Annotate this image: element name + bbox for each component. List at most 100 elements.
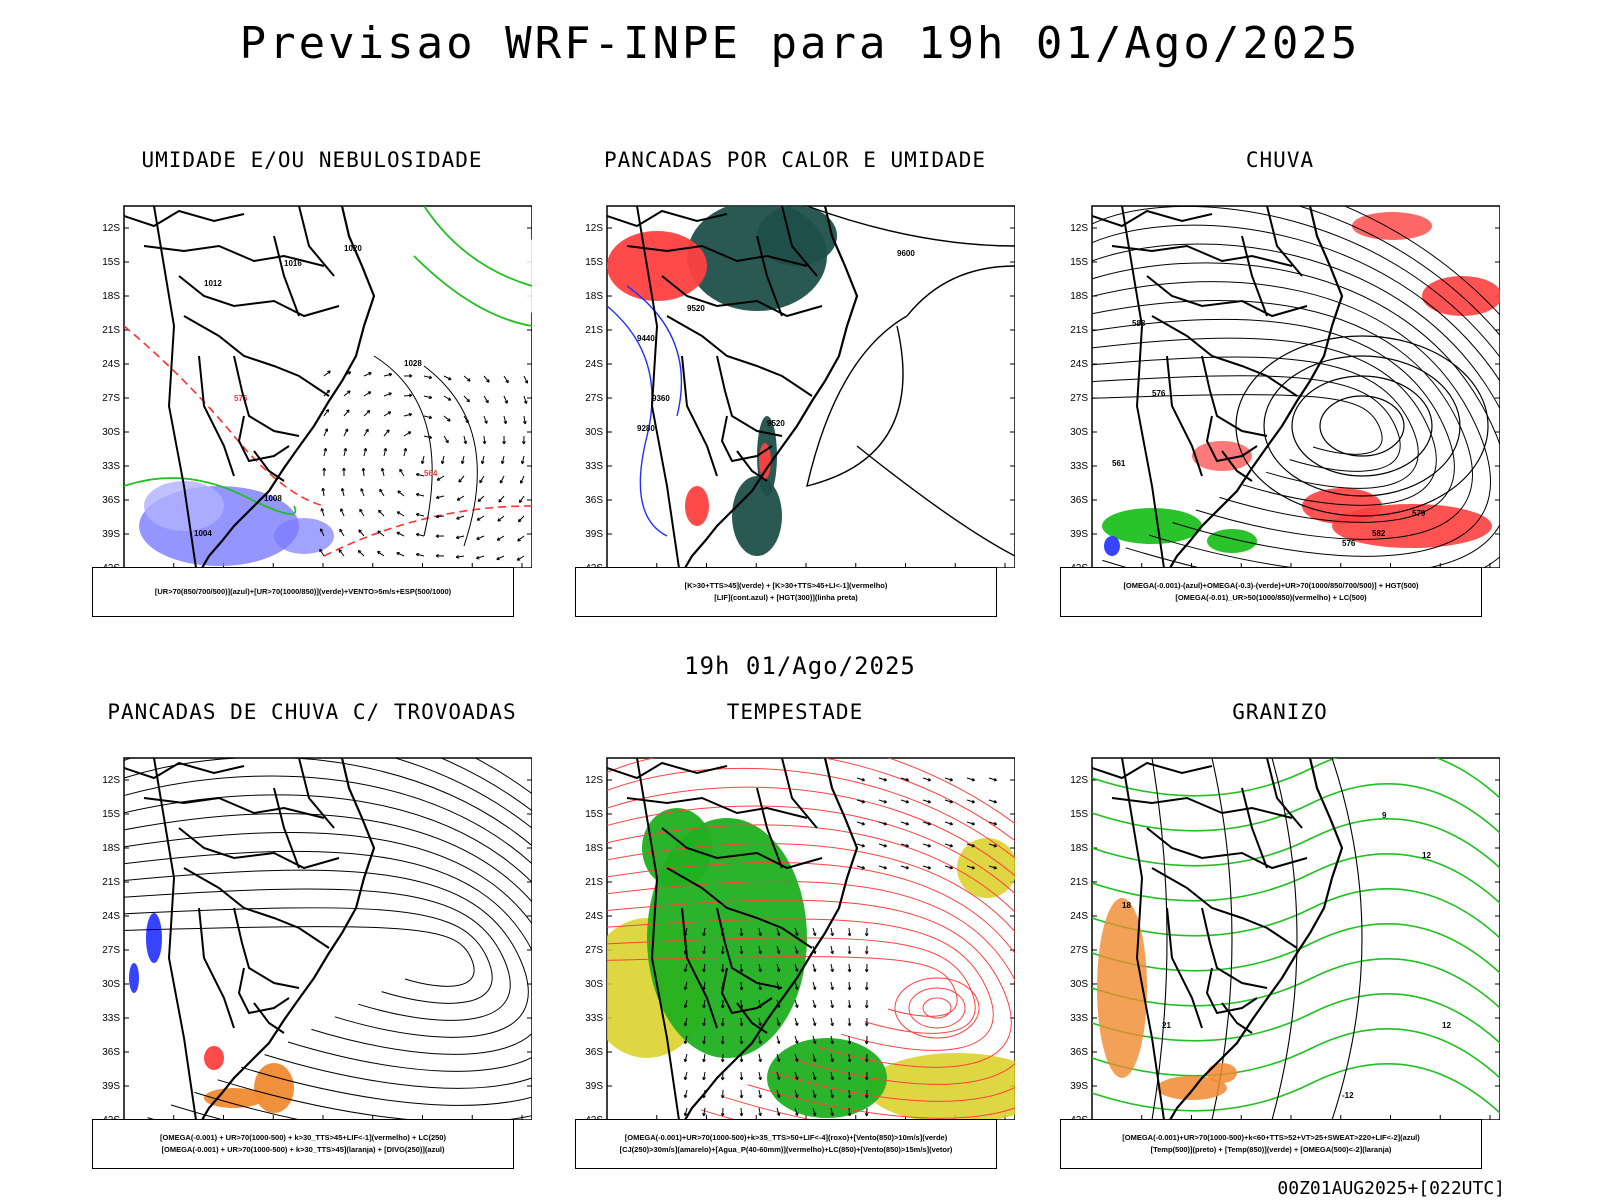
wind-vector [436,475,445,481]
map-chuva: 588 576 561 582 579 576 12S 15S 18S 21S 24S 27S 30S 3… [1070,205,1500,568]
panel-pancadas-trovoadas: PANCADAS DE CHUVA C/ TROVOADAS 12S 15S 18S… [92,700,532,1195]
wind-vector [423,375,432,379]
wind-vector [900,843,909,847]
wind-vector [377,530,385,537]
wind-vector [966,865,975,869]
state-border [273,787,300,869]
wind-vector [399,468,405,477]
state-border [607,761,728,780]
state-border [124,209,245,228]
streamline [124,926,475,987]
map-tempestade: 12S15S18S21S24S27S30S33S36S39S42S70W65W6… [585,757,1015,1120]
pressure-contour [1319,395,1405,457]
wind-vector [423,395,432,399]
state-border [183,315,330,397]
contour-line [1092,853,1500,904]
wind-vector [684,999,688,1008]
wind-vector [878,777,887,781]
wind-vector [758,1089,762,1098]
wind-vector [363,391,372,397]
state-border [1266,206,1303,277]
shaded-area [254,1063,294,1113]
contour-label: 9600 [897,249,915,258]
wind-vector [416,513,425,517]
pressure-contour [1235,335,1489,517]
lat-tick-label: 18S [1070,843,1088,854]
wind-vector [483,395,489,404]
wind-vector [479,475,485,484]
shaded-area [1302,488,1382,524]
lat-tick-label: 30S [1070,427,1088,438]
state-border [178,827,340,870]
wind-vector [381,468,385,477]
lat-tick-label: 12S [1070,223,1088,234]
wind-vector [900,799,909,803]
streamline [607,937,976,1034]
wind-vector [360,488,365,497]
wind-vector [740,927,743,937]
wind-vector [944,865,953,869]
map-frame: 9600 9520 9440 9360 9280 9520 [606,205,1015,568]
streamline [1092,224,1500,568]
shaded-area [424,216,532,336]
lat-tick-label: 12S [102,775,120,786]
wind-vector [362,467,365,477]
wind-vector [758,963,762,972]
shaded-area [1104,536,1120,556]
wind-vector [463,415,469,424]
lat-tick-label: 15S [1070,257,1088,268]
wind-vector [966,843,975,847]
state-border [781,758,818,829]
wind-vector [383,448,387,457]
contour-line [1092,958,1500,1009]
wind-vector [966,777,975,781]
shaded-area [1207,529,1257,553]
shaded-area [1102,508,1202,544]
pressure-contour [1263,355,1461,497]
contour-label: 1020 [344,244,362,253]
streamline [1092,243,1500,568]
wind-vector [758,1071,762,1080]
state-border [661,827,823,870]
map-frame: 1016 1020 1028 1012 1008 1004 576 564 [123,205,532,568]
wind-vector [856,865,865,869]
wind-vector [498,495,505,503]
wind-vector [396,531,405,537]
contour-label: 1012 [204,279,222,288]
panel-title: CHUVA [1245,148,1315,172]
wind-vector [794,999,798,1008]
wind-vector [481,455,485,464]
state-border [681,907,718,1029]
wind-vector [758,1053,762,1062]
state-border [756,787,783,869]
contour-line [124,477,297,515]
shaded-area [274,518,334,554]
lat-tick-label: 12S [102,223,120,234]
wind-vector [684,981,688,990]
wind-vector [703,1017,706,1026]
wind-vector [463,395,470,403]
wind-vector [358,529,365,537]
shaded-area [1157,1076,1227,1100]
lat-tick-label: 27S [102,393,120,404]
panel-legend: [OMEGA(-0.001)-(azul)+OMEGA(-0.3)-(verde… [1060,567,1482,617]
contour-label: 561 [1112,459,1126,468]
wind-vector [684,1035,688,1044]
wind-vector [703,1053,706,1062]
lat-tick-label: 27S [1070,945,1088,956]
state-border [756,235,783,317]
wind-vector [456,535,465,539]
lat-tick-label: 42S [1070,1115,1088,1120]
lat-tick-label: 12S [1070,775,1088,786]
wind-vector [776,1053,780,1062]
wind-vector [988,777,997,781]
wind-vector [435,515,445,518]
wind-vector [812,1089,816,1098]
panel-legend: [OMEGA(-0.001)+UR>70(1000-500)+k<60+TTS>… [1060,1119,1482,1169]
wind-vector [483,415,488,424]
contour-label: 12 [1442,1021,1451,1030]
state-border [143,244,325,267]
state-border [233,907,300,989]
wind-vector [776,1071,780,1080]
state-border [298,206,335,277]
